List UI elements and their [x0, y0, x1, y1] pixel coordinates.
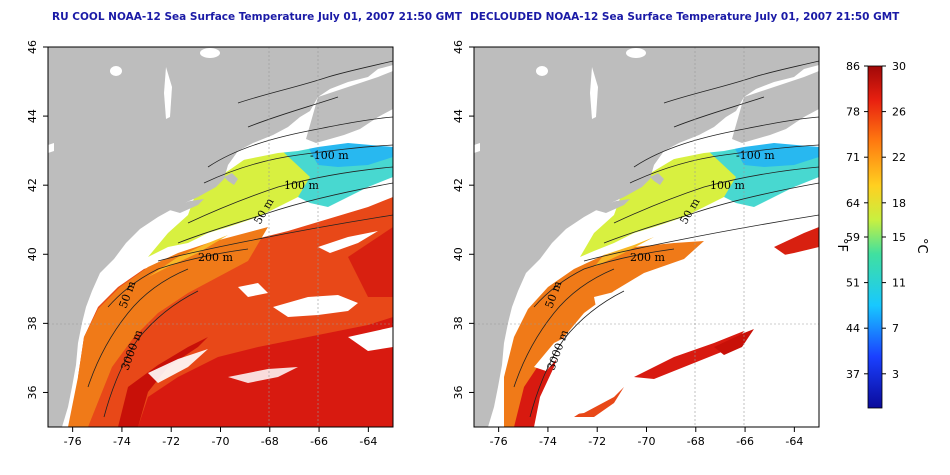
left-lat-tick-label: 42	[26, 178, 39, 192]
right-axes: -76 -74 -72 -70 -68 -66 -64 36 38 40 42 44 46	[452, 40, 803, 448]
left-lat-tick-label: 36	[26, 385, 39, 399]
celsius-tick-label: 3	[892, 368, 899, 381]
left-lon-tick-label: -76	[64, 435, 82, 448]
left-contour-label-100b: 100 m	[284, 179, 319, 192]
celsius-tick-label: 15	[892, 231, 906, 244]
left-lat-tick-label: 46	[26, 40, 39, 54]
left-panel-title: RU COOL NOAA-12 Sea Surface Temperature …	[52, 11, 462, 23]
right-lat-tick-label: 46	[452, 40, 465, 54]
colorbar: 86 30 78 26 71 22 64 18 59 15 51 11 44 7 37 3 °F °C	[834, 60, 929, 409]
right-lon-tick-label: -66	[736, 435, 754, 448]
fahrenheit-label: °F	[834, 238, 849, 252]
right-lat-tick-label: 42	[452, 178, 465, 192]
right-contour-label-200: 200 m	[630, 251, 665, 264]
left-lon-tick-label: -70	[212, 435, 230, 448]
right-lon-tick-label: -74	[539, 435, 557, 448]
left-lat-tick-label: 40	[26, 247, 39, 261]
fahrenheit-tick-label: 59	[846, 231, 860, 244]
fahrenheit-tick-label: 78	[846, 106, 860, 119]
right-contour-label-100b: 100 m	[710, 179, 745, 192]
left-lat-tick-label: 38	[26, 316, 39, 330]
fahrenheit-tick-label: 37	[846, 368, 860, 381]
left-axes: -76 -74 -72 -70 -68 -66 -64 36 38 40 42 44 46	[26, 40, 377, 448]
celsius-tick-label: 7	[892, 322, 899, 335]
fahrenheit-tick-label: 44	[846, 322, 860, 335]
fahrenheit-tick-label: 71	[846, 151, 860, 164]
celsius-tick-label: 22	[892, 151, 906, 164]
left-lat-tick-label: 44	[26, 109, 39, 123]
right-lon-tick-label: -64	[785, 435, 803, 448]
celsius-tick-label: 18	[892, 197, 906, 210]
celsius-tick-label: 11	[892, 277, 906, 290]
fahrenheit-tick-label: 64	[846, 197, 860, 210]
right-lat-tick-label: 38	[452, 316, 465, 330]
right-map: -100 m 100 m 50 m 200 m 50 m 3000 m	[473, 46, 820, 428]
celsius-label: °C	[914, 238, 929, 254]
left-map: -100 m 100 m 50 m 200 m 50 m 3000 m	[47, 46, 394, 428]
fahrenheit-tick-label: 86	[846, 60, 860, 73]
right-lat-tick-label: 40	[452, 247, 465, 261]
right-panel-title: DECLOUDED NOAA-12 Sea Surface Temperatur…	[470, 11, 900, 23]
left-contour-label-100a: -100 m	[310, 149, 349, 162]
left-lon-tick-label: -64	[359, 435, 377, 448]
left-lon-tick-label: -66	[310, 435, 328, 448]
fahrenheit-tick-label: 51	[846, 277, 860, 290]
right-lon-tick-label: -72	[588, 435, 606, 448]
left-lon-tick-label: -72	[162, 435, 180, 448]
left-lon-tick-label: -68	[261, 435, 279, 448]
right-lat-tick-label: 44	[452, 109, 465, 123]
left-contour-label-200: 200 m	[198, 251, 233, 264]
colorbar-gradient	[867, 65, 883, 409]
left-lon-tick-label: -74	[113, 435, 131, 448]
right-contour-label-100a: -100 m	[736, 149, 775, 162]
celsius-tick-label: 26	[892, 106, 906, 119]
celsius-tick-label: 30	[892, 60, 906, 73]
right-lon-tick-label: -68	[687, 435, 705, 448]
right-lat-tick-label: 36	[452, 385, 465, 399]
right-lon-tick-label: -76	[490, 435, 508, 448]
right-lon-tick-label: -70	[638, 435, 656, 448]
